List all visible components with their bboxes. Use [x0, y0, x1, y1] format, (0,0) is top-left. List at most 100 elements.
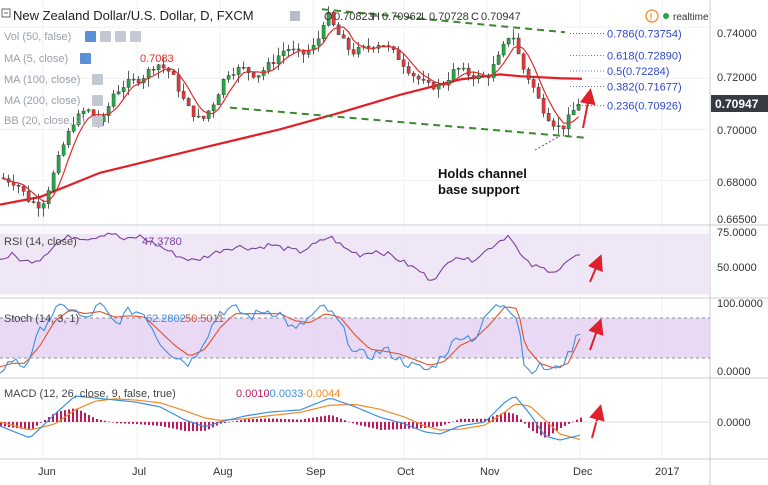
legend-control-icon	[92, 74, 103, 85]
candle	[276, 55, 281, 64]
stoch-axis: 100.0000 0.0000	[717, 298, 763, 378]
candle	[501, 43, 506, 56]
legend-ma100[interactable]: MA (100, close)	[4, 74, 80, 86]
macd-histogram-bar	[572, 421, 574, 423]
candle	[221, 79, 226, 95]
legend-rsi[interactable]: RSI (14, close)	[4, 236, 77, 248]
macd-histogram-bar	[348, 421, 350, 423]
candle	[196, 115, 201, 118]
candle	[266, 62, 271, 71]
candle	[331, 11, 336, 25]
macd-histogram-bar	[196, 422, 198, 431]
macd-histogram-bar	[440, 422, 442, 426]
macd-histogram-bar	[560, 422, 562, 428]
candle	[356, 46, 361, 55]
stoch-k-line	[0, 302, 581, 375]
candle	[251, 72, 256, 78]
candle	[451, 69, 456, 81]
chart-header: New Zealand Dollar/U.S. Dollar, D, FXCM …	[1, 8, 709, 23]
macd-histogram-bar	[432, 422, 434, 428]
macd-histogram-bar	[92, 417, 94, 422]
price-tick: 0.72000	[717, 72, 757, 84]
candle	[16, 184, 21, 187]
macd-histogram-bar	[476, 418, 478, 422]
macd-histogram-bar	[384, 422, 386, 430]
current-price-badge	[711, 95, 768, 112]
macd-histogram-bar	[540, 422, 542, 436]
macd-histogram-bar	[104, 420, 106, 422]
macd-histogram-bar	[276, 418, 278, 422]
time-label: 2017	[655, 466, 679, 478]
macd-histogram-bar	[580, 417, 582, 422]
macd-histogram-bar	[312, 417, 314, 422]
macd-histogram-bar	[124, 422, 126, 424]
candle	[56, 155, 61, 174]
candle	[336, 24, 341, 35]
candle	[496, 54, 501, 65]
candle	[576, 104, 581, 111]
price-tick: 0.70000	[717, 125, 757, 137]
macd-histogram-bar	[352, 422, 354, 424]
legend-stoch[interactable]: Stoch (14, 3, 1)	[4, 313, 79, 325]
candle	[71, 124, 76, 132]
candle	[511, 37, 516, 40]
macd-histogram-bar	[200, 422, 202, 431]
macd-histogram-bar	[328, 415, 330, 422]
alert-icon[interactable]	[645, 9, 659, 23]
legend-macd-hist: 0.0010	[236, 388, 270, 400]
macd-histogram-bar	[392, 422, 394, 430]
macd-signal-line	[0, 398, 581, 441]
macd-legend: MACD (12, 26, close, 9, false, true) 0.0…	[4, 388, 340, 400]
legend-ma200[interactable]: MA (200, close)	[4, 95, 80, 107]
settings-icon[interactable]	[290, 11, 300, 21]
macd-histogram-bar	[512, 413, 514, 422]
candle	[116, 91, 121, 95]
macd-histogram-bar	[524, 422, 526, 424]
macd-histogram-bar	[0, 422, 2, 426]
candle	[431, 82, 436, 90]
macd-histogram-bar	[140, 422, 142, 425]
candle	[416, 75, 421, 80]
candle	[76, 113, 81, 126]
candle	[406, 66, 411, 74]
legend-macd-line: -0.0033	[266, 388, 303, 400]
candle	[346, 38, 351, 50]
candle	[151, 69, 156, 71]
grid	[0, 0, 710, 459]
candle	[411, 72, 416, 77]
candle	[136, 78, 141, 84]
macd-histogram-bar	[400, 422, 402, 430]
candle	[281, 50, 286, 56]
macd-histogram-bar	[288, 419, 290, 422]
legend-ma5[interactable]: MA (5, close)	[4, 53, 68, 65]
macd-histogram-bar	[420, 422, 422, 429]
candle	[541, 98, 546, 114]
candle	[126, 78, 131, 88]
candle	[536, 87, 541, 99]
macd-histogram-bar	[76, 408, 78, 422]
macd-histogram-bar	[192, 422, 194, 432]
candle	[271, 62, 276, 64]
stoch-tick: 100.0000	[717, 298, 763, 310]
macd-histogram-bar	[308, 418, 310, 422]
legend-vol[interactable]: Vol (50, false)	[4, 31, 71, 43]
candle	[156, 64, 161, 70]
macd-histogram-bar	[20, 422, 22, 429]
candle	[66, 131, 71, 145]
macd-histogram-bar	[484, 418, 486, 422]
rsi-legend: RSI (14, close) 47.3780	[4, 236, 182, 248]
fib-levels: 0.786(0.73754) 0.618(0.72890) 0.5(0.72284)…	[570, 28, 682, 113]
macd-histogram-bar	[452, 421, 454, 423]
macd-histogram-bar	[516, 415, 518, 422]
candle	[186, 98, 191, 107]
candle	[321, 25, 326, 40]
macd-histogram-bar	[96, 419, 98, 422]
collapse-icon[interactable]	[1, 8, 11, 18]
candle	[31, 201, 36, 203]
macd-histogram-bar	[60, 411, 62, 422]
legend-bb[interactable]: BB (20, close, 2)	[4, 115, 85, 127]
macd-histogram-bar	[464, 418, 466, 422]
candle	[401, 59, 406, 67]
legend-macd[interactable]: MACD (12, 26, close, 9, false, true)	[4, 388, 176, 400]
